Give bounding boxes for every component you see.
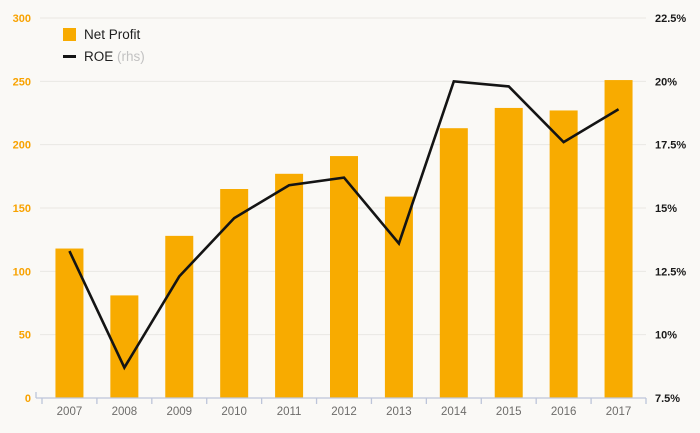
x-axis-label-2016: 2016 bbox=[551, 406, 577, 418]
bar-2012 bbox=[330, 156, 358, 398]
bar-2011 bbox=[275, 173, 304, 398]
right-axis-tick-label: 7.5% bbox=[655, 393, 680, 405]
left-axis-tick-label: 150 bbox=[13, 203, 31, 215]
roe-line-swatch-icon bbox=[63, 55, 76, 58]
left-axis-tick-label: 100 bbox=[13, 266, 31, 278]
legend: Net Profit ROE (rhs) bbox=[63, 27, 145, 64]
x-axis-label-2011: 2011 bbox=[277, 406, 302, 418]
legend-roe-rhs-text: (rhs) bbox=[117, 49, 145, 64]
x-axis-label-2015: 2015 bbox=[496, 406, 522, 418]
roe-line bbox=[68, 79, 620, 371]
bar-2014 bbox=[439, 128, 468, 398]
bar-2013 bbox=[384, 196, 413, 398]
left-axis-tick-label: 300 bbox=[13, 13, 31, 25]
legend-roe-label: ROE (rhs) bbox=[84, 49, 145, 64]
bar-2017 bbox=[604, 80, 633, 399]
x-axis-label-2007: 2007 bbox=[57, 406, 83, 418]
x-axis-label-2010: 2010 bbox=[221, 406, 247, 418]
x-axis-label-2008: 2008 bbox=[112, 406, 138, 418]
x-axis-label-2017: 2017 bbox=[606, 406, 632, 418]
legend-item-net-profit: Net Profit bbox=[63, 27, 145, 42]
x-axis-label-2014: 2014 bbox=[441, 406, 467, 418]
right-axis-tick-label: 10% bbox=[655, 330, 677, 342]
legend-roe-text: ROE bbox=[84, 49, 114, 64]
left-axis-tick-label: 250 bbox=[13, 76, 31, 88]
left-axis-tick-label: 0 bbox=[25, 393, 31, 405]
bar-2010 bbox=[220, 189, 249, 398]
right-axis-tick-label: 17.5% bbox=[655, 140, 686, 152]
left-axis-tick-label: 200 bbox=[13, 140, 31, 152]
x-axis-label-2013: 2013 bbox=[386, 406, 412, 418]
x-axis-label-2009: 2009 bbox=[166, 406, 192, 418]
right-axis-tick-label: 20% bbox=[655, 76, 677, 88]
right-axis-tick-label: 12.5% bbox=[655, 266, 686, 278]
bar-2015 bbox=[494, 107, 523, 398]
net-profit-swatch-icon bbox=[63, 28, 76, 41]
x-axis-label-2012: 2012 bbox=[331, 406, 357, 418]
left-axis-tick-label: 50 bbox=[19, 330, 31, 342]
right-axis-tick-label: 22.5% bbox=[655, 13, 686, 25]
bar-2016 bbox=[549, 110, 578, 398]
bar-2009 bbox=[165, 235, 194, 398]
right-axis-tick-label: 15% bbox=[655, 203, 677, 215]
legend-item-roe: ROE (rhs) bbox=[63, 49, 145, 64]
legend-net-profit-label: Net Profit bbox=[84, 27, 141, 42]
